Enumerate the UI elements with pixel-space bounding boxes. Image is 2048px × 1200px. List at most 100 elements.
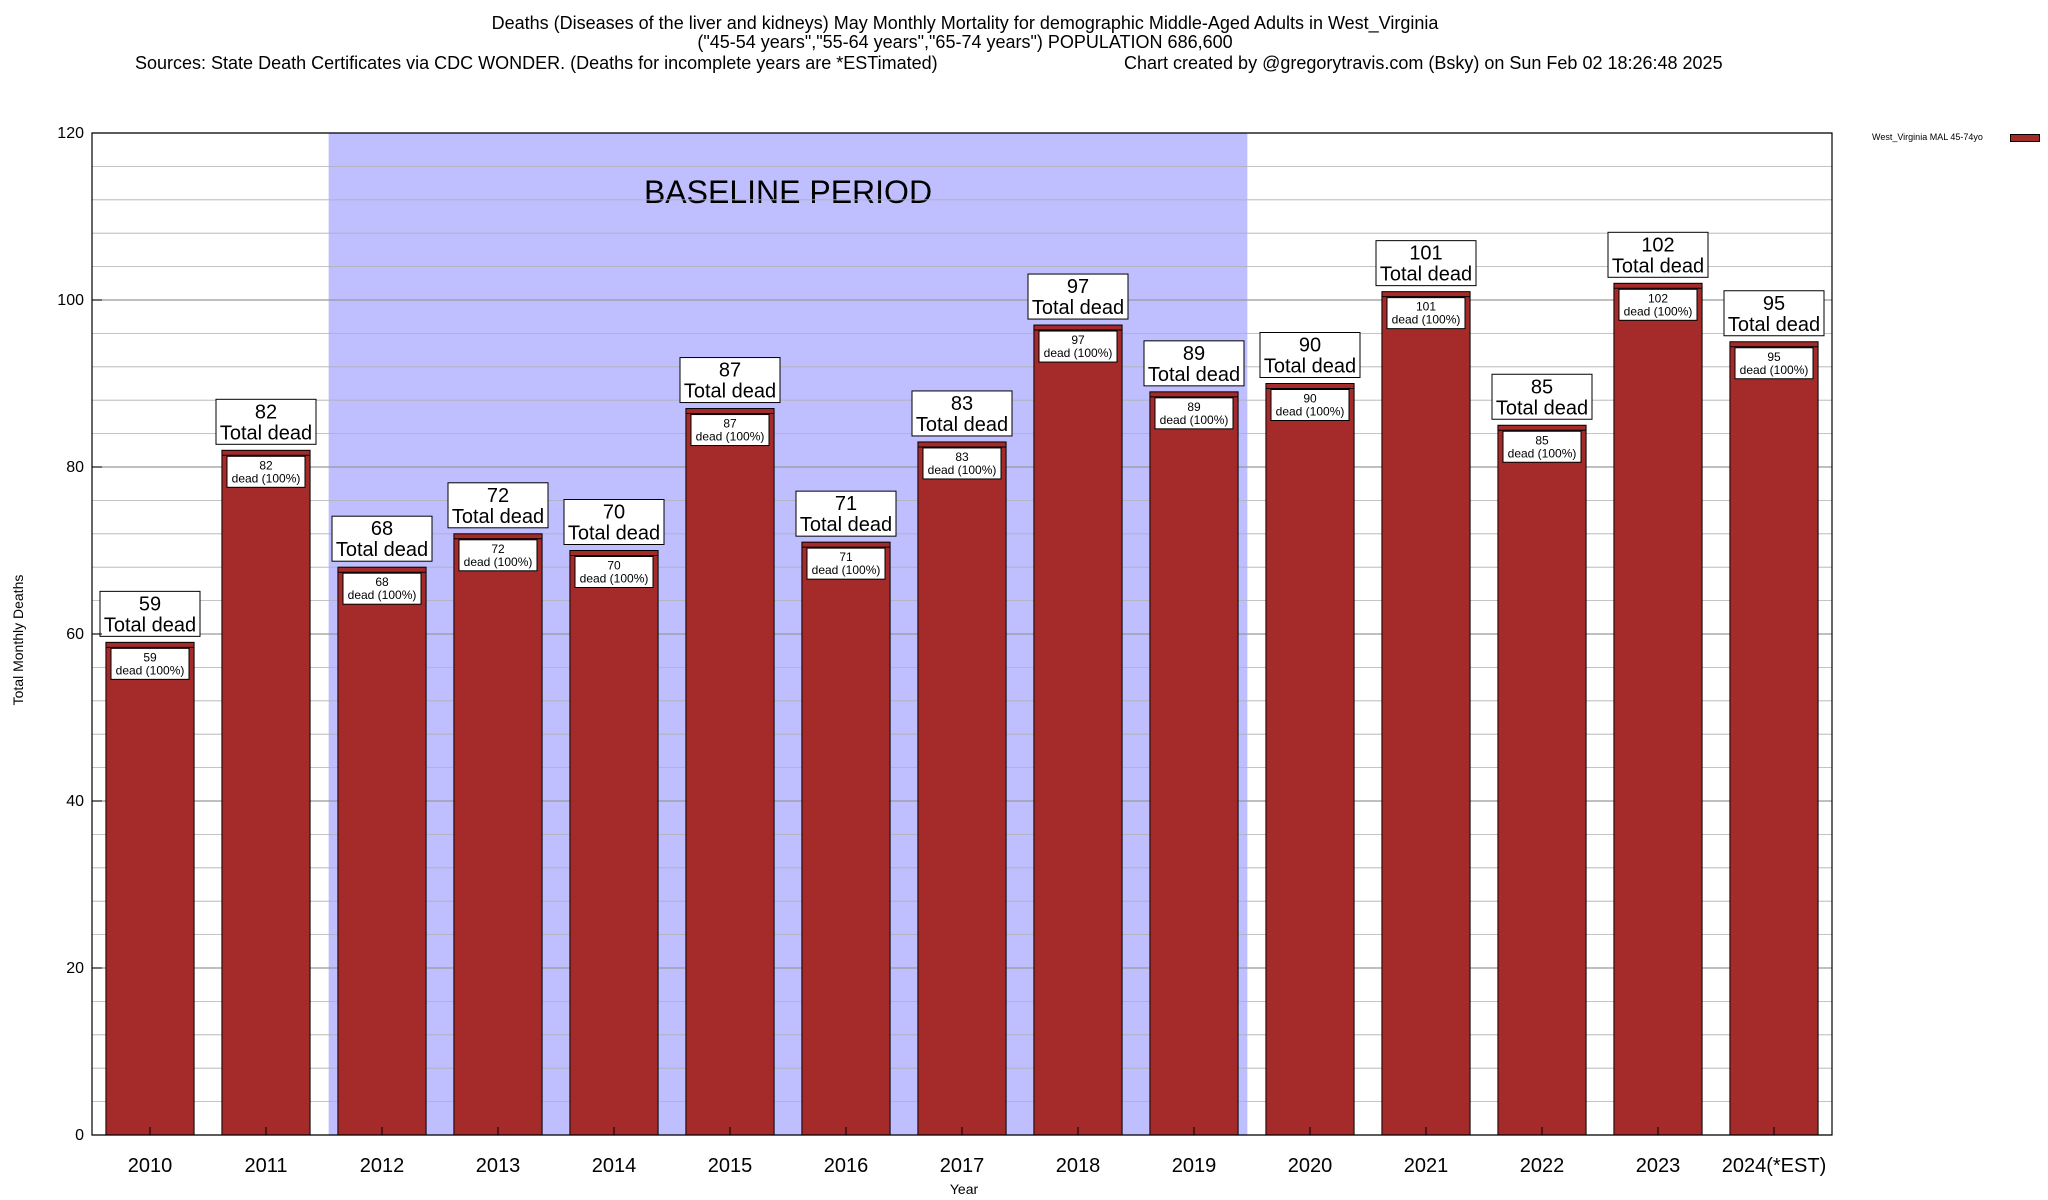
bar-2011	[221, 449, 311, 1136]
inner-pct-label: dead (100%)	[1276, 405, 1345, 419]
inner-pct-label: dead (100%)	[928, 463, 997, 477]
credit-text: Chart created by @gregorytravis.com (Bsk…	[1124, 53, 1723, 73]
inner-label-box	[1618, 288, 1698, 321]
inner-value-label: 83	[955, 450, 969, 464]
x-tick-label: 2023	[1636, 1155, 1681, 1177]
top-label-box	[1723, 290, 1825, 337]
bar-2018	[1033, 324, 1123, 1136]
y-tick-label: 120	[57, 125, 84, 142]
top-total-label: Total dead	[336, 539, 428, 561]
inner-pct-label: dead (100%)	[464, 555, 533, 569]
chart-title: Deaths (Diseases of the liver and kidney…	[0, 14, 1930, 52]
top-label-box	[331, 515, 433, 562]
top-total-label: Total dead	[1380, 264, 1472, 286]
inner-value-label: 72	[491, 542, 505, 556]
top-label-box	[911, 390, 1013, 437]
top-value-label: 102	[1641, 234, 1674, 256]
top-label-box	[1375, 240, 1477, 287]
bar-2022	[1497, 424, 1587, 1136]
top-label-box	[1491, 373, 1593, 420]
top-total-label: Total dead	[568, 523, 660, 545]
top-label-box	[215, 398, 317, 445]
top-value-label: 59	[139, 593, 161, 615]
inner-value-label: 89	[1187, 400, 1201, 414]
top-label-box	[447, 482, 549, 529]
bar-2015	[685, 408, 775, 1136]
top-value-label: 71	[835, 493, 857, 515]
bar-2013	[453, 533, 543, 1136]
bar-2017	[917, 441, 1007, 1136]
top-label-box	[99, 590, 201, 637]
inner-pct-label: dead (100%)	[1160, 413, 1229, 427]
inner-label-box	[226, 455, 306, 488]
inner-pct-label: dead (100%)	[580, 572, 649, 586]
inner-label-box	[342, 572, 422, 605]
title-line-1: Deaths (Diseases of the liver and kidney…	[491, 13, 1439, 33]
top-value-label: 89	[1183, 343, 1205, 365]
top-value-label: 95	[1763, 293, 1785, 315]
inner-pct-label: dead (100%)	[1044, 346, 1113, 360]
x-tick-label: 2017	[940, 1155, 985, 1177]
top-total-label: Total dead	[104, 614, 196, 636]
inner-value-label: 97	[1071, 333, 1085, 347]
top-total-label: Total dead	[1264, 356, 1356, 378]
y-axis-label: Total Monthly Deaths	[10, 574, 26, 706]
x-tick-label: 2022	[1520, 1155, 1565, 1177]
bar-2010	[105, 641, 195, 1136]
inner-label-box	[1038, 330, 1118, 363]
legend-label: West_Virginia MAL 45-74yo	[1872, 132, 1983, 142]
bar-2012	[337, 566, 427, 1136]
top-total-label: Total dead	[684, 381, 776, 403]
top-total-label: Total dead	[1032, 297, 1124, 319]
top-value-label: 70	[603, 502, 625, 524]
x-tick-label: 2019	[1172, 1155, 1217, 1177]
bar-2020	[1265, 383, 1355, 1136]
inner-pct-label: dead (100%)	[1740, 363, 1809, 377]
x-tick-label: 2011	[244, 1155, 287, 1177]
inner-label-box	[922, 447, 1002, 480]
top-total-label: Total dead	[1612, 255, 1704, 277]
x-tick-label: 2020	[1288, 1155, 1333, 1177]
x-tick-label: 2014	[592, 1155, 637, 1177]
x-tick-label: 2018	[1056, 1155, 1101, 1177]
top-value-label: 87	[719, 360, 741, 382]
top-total-label: Total dead	[800, 514, 892, 536]
inner-label-box	[806, 547, 886, 580]
x-tick-label: 2015	[708, 1155, 753, 1177]
inner-value-label: 87	[723, 417, 737, 431]
x-axis-label: Year	[949, 1181, 979, 1197]
bar-2021	[1381, 291, 1471, 1136]
top-label-box	[795, 490, 897, 537]
top-label-box	[679, 357, 781, 404]
inner-value-label: 82	[259, 458, 273, 472]
top-label-box	[1607, 231, 1709, 278]
top-total-label: Total dead	[1496, 397, 1588, 419]
top-total-label: Total dead	[452, 506, 544, 528]
x-tick-label: 2024(*EST)	[1722, 1155, 1827, 1177]
x-tick-label: 2010	[128, 1155, 173, 1177]
inner-label-box	[1502, 430, 1582, 463]
y-tick-label: 60	[66, 626, 84, 643]
bar-2023	[1613, 282, 1703, 1136]
y-tick-label: 0	[75, 1127, 84, 1144]
inner-pct-label: dead (100%)	[696, 430, 765, 444]
y-tick-label: 20	[66, 960, 84, 977]
top-value-label: 85	[1531, 376, 1553, 398]
top-value-label: 82	[255, 401, 277, 423]
top-label-box	[1259, 332, 1361, 378]
top-value-label: 68	[371, 518, 393, 540]
inner-label-box	[110, 647, 190, 680]
sources-text: Sources: State Death Certificates via CD…	[135, 53, 938, 73]
inner-pct-label: dead (100%)	[232, 471, 301, 485]
inner-value-label: 85	[1535, 433, 1549, 447]
top-total-label: Total dead	[220, 422, 312, 444]
title-line-2: ("45-54 years","55-64 years","65-74 year…	[697, 32, 1233, 52]
x-tick-label: 2016	[824, 1155, 869, 1177]
inner-label-box	[574, 556, 654, 588]
inner-label-box	[1270, 389, 1350, 421]
bar-2014	[569, 550, 659, 1136]
top-label-box	[1027, 273, 1129, 320]
inner-pct-label: dead (100%)	[348, 588, 417, 602]
inner-pct-label: dead (100%)	[116, 663, 185, 677]
